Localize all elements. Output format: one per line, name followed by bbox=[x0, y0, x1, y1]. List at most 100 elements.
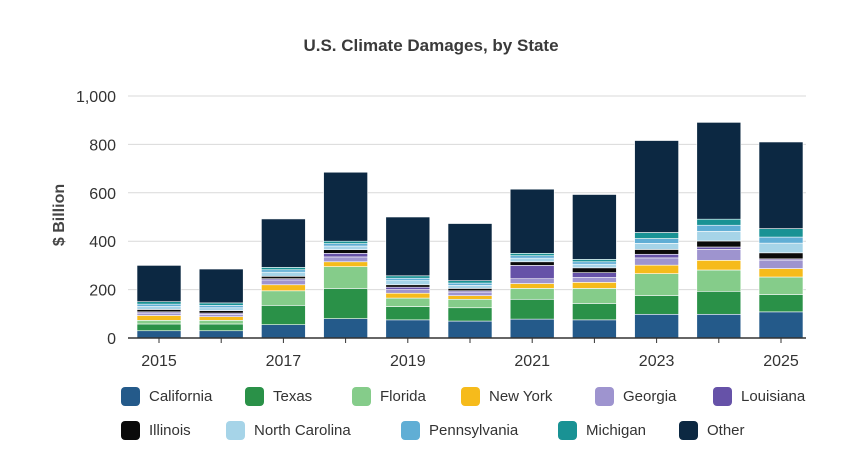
bar-segment-louisiana bbox=[572, 272, 617, 278]
bar-segment-texas bbox=[572, 303, 617, 321]
legend: California Texas Florida New York Georgia Lou… bbox=[121, 387, 806, 440]
legend-item-texas: Texas bbox=[245, 387, 312, 406]
legend-label: California bbox=[149, 388, 213, 405]
legend-item-illinois: Illinois bbox=[121, 421, 191, 440]
bar-stack-2025 bbox=[758, 141, 804, 339]
legend-item-other: Other bbox=[679, 421, 745, 440]
legend-label: Georgia bbox=[623, 388, 677, 405]
bar-segment-new-york bbox=[385, 292, 431, 299]
bar-segment-michigan bbox=[261, 267, 306, 271]
bar-segment-texas bbox=[758, 294, 804, 313]
bar-segment-pennsylvania bbox=[634, 238, 679, 244]
bars bbox=[136, 122, 804, 339]
y-tick-label: 400 bbox=[89, 234, 116, 251]
y-tick-label: 0 bbox=[107, 331, 116, 348]
bar-segment-louisiana bbox=[634, 253, 679, 259]
bar-segment-new-york bbox=[323, 261, 368, 267]
bar-segment-louisiana bbox=[696, 246, 742, 250]
bar-segment-california bbox=[758, 311, 804, 339]
bar-segment-other bbox=[509, 188, 555, 254]
x-tick-label: 2015 bbox=[141, 353, 177, 370]
bar-stack-2024 bbox=[696, 122, 742, 339]
bar-stack-2023 bbox=[634, 140, 679, 339]
bar-segment-louisiana bbox=[385, 286, 431, 290]
bar-segment-illinois bbox=[447, 288, 493, 292]
bar-segment-florida bbox=[572, 288, 617, 304]
legend-swatch bbox=[679, 421, 698, 440]
bar-segment-illinois bbox=[323, 249, 368, 254]
legend-label: Texas bbox=[273, 388, 312, 405]
bar-segment-illinois bbox=[758, 252, 804, 260]
bar-segment-california bbox=[323, 318, 368, 339]
bar-segment-texas bbox=[447, 307, 493, 322]
bar-segment-illinois bbox=[198, 310, 244, 314]
legend-swatch bbox=[121, 387, 140, 406]
x-tick-label: 2019 bbox=[390, 353, 426, 370]
bar-segment-north-carolina bbox=[509, 257, 555, 263]
bar-segment-michigan bbox=[572, 259, 617, 263]
legend-swatch bbox=[121, 421, 140, 440]
bar-segment-pennsylvania bbox=[758, 236, 804, 244]
bar-segment-louisiana bbox=[509, 265, 555, 280]
bar-segment-florida bbox=[509, 288, 555, 300]
bar-segment-pennsylvania bbox=[323, 243, 368, 247]
legend-label: Pennsylvania bbox=[429, 422, 519, 439]
legend-label: Michigan bbox=[586, 422, 646, 439]
legend-label: Other bbox=[707, 422, 745, 439]
legend-swatch bbox=[461, 387, 480, 406]
bar-stack-2021 bbox=[509, 188, 555, 339]
bar-segment-michigan bbox=[323, 240, 368, 244]
bar-segment-north-carolina bbox=[323, 245, 368, 250]
bar-segment-new-york bbox=[572, 282, 617, 289]
bar-segment-michigan bbox=[198, 302, 244, 306]
bar-segment-other bbox=[198, 268, 244, 304]
bar-stack-2017 bbox=[261, 218, 306, 339]
legend-item-michigan: Michigan bbox=[558, 421, 646, 440]
bar-segment-new-york bbox=[509, 283, 555, 289]
bar-segment-new-york bbox=[758, 268, 804, 278]
bar-segment-other bbox=[136, 265, 182, 302]
x-axis-ticks: 2015 2017 2019 2021 2023 2025 bbox=[141, 338, 799, 370]
bar-segment-georgia bbox=[696, 249, 742, 261]
bar-segment-north-carolina bbox=[447, 285, 493, 289]
bar-segment-north-carolina bbox=[572, 263, 617, 269]
bar-segment-georgia bbox=[634, 257, 679, 266]
bar-segment-new-york bbox=[198, 316, 244, 321]
bar-segment-new-york bbox=[261, 284, 306, 292]
bar-segment-illinois bbox=[696, 240, 742, 248]
bar-segment-florida bbox=[696, 269, 742, 292]
legend-swatch bbox=[401, 421, 420, 440]
bar-segment-florida bbox=[323, 266, 368, 289]
bar-segment-california bbox=[447, 320, 493, 339]
bar-segment-florida bbox=[758, 276, 804, 295]
bar-segment-texas bbox=[509, 298, 555, 320]
bar-segment-north-carolina bbox=[696, 230, 742, 242]
x-tick-label: 2025 bbox=[763, 353, 799, 370]
legend-item-georgia: Georgia bbox=[595, 387, 677, 406]
bar-segment-california bbox=[572, 319, 617, 339]
bar-segment-florida bbox=[136, 320, 182, 325]
bar-segment-pennsylvania bbox=[136, 303, 182, 307]
bar-segment-pennsylvania bbox=[447, 282, 493, 286]
y-axis-label: $ Billion bbox=[51, 184, 68, 246]
legend-item-california: California bbox=[121, 387, 213, 406]
bar-segment-pennsylvania bbox=[261, 269, 306, 273]
bar-segment-new-york bbox=[696, 260, 742, 271]
bar-segment-georgia bbox=[572, 277, 617, 283]
bar-segment-new-york bbox=[634, 264, 679, 274]
bar-segment-florida bbox=[385, 297, 431, 307]
legend-label: Louisiana bbox=[741, 388, 806, 405]
bar-segment-new-york bbox=[136, 315, 182, 321]
bar-segment-other bbox=[261, 218, 306, 268]
legend-swatch bbox=[352, 387, 371, 406]
x-tick-label: 2017 bbox=[266, 353, 302, 370]
bar-stack-2015 bbox=[136, 265, 182, 339]
legend-item-north-carolina: North Carolina bbox=[226, 421, 351, 440]
gridlines bbox=[128, 95, 806, 291]
bar-segment-illinois bbox=[136, 309, 182, 313]
y-tick-label: 1,000 bbox=[76, 89, 116, 106]
bar-segment-georgia bbox=[509, 278, 555, 284]
bar-segment-california bbox=[136, 330, 182, 339]
bar-segment-illinois bbox=[634, 249, 679, 255]
